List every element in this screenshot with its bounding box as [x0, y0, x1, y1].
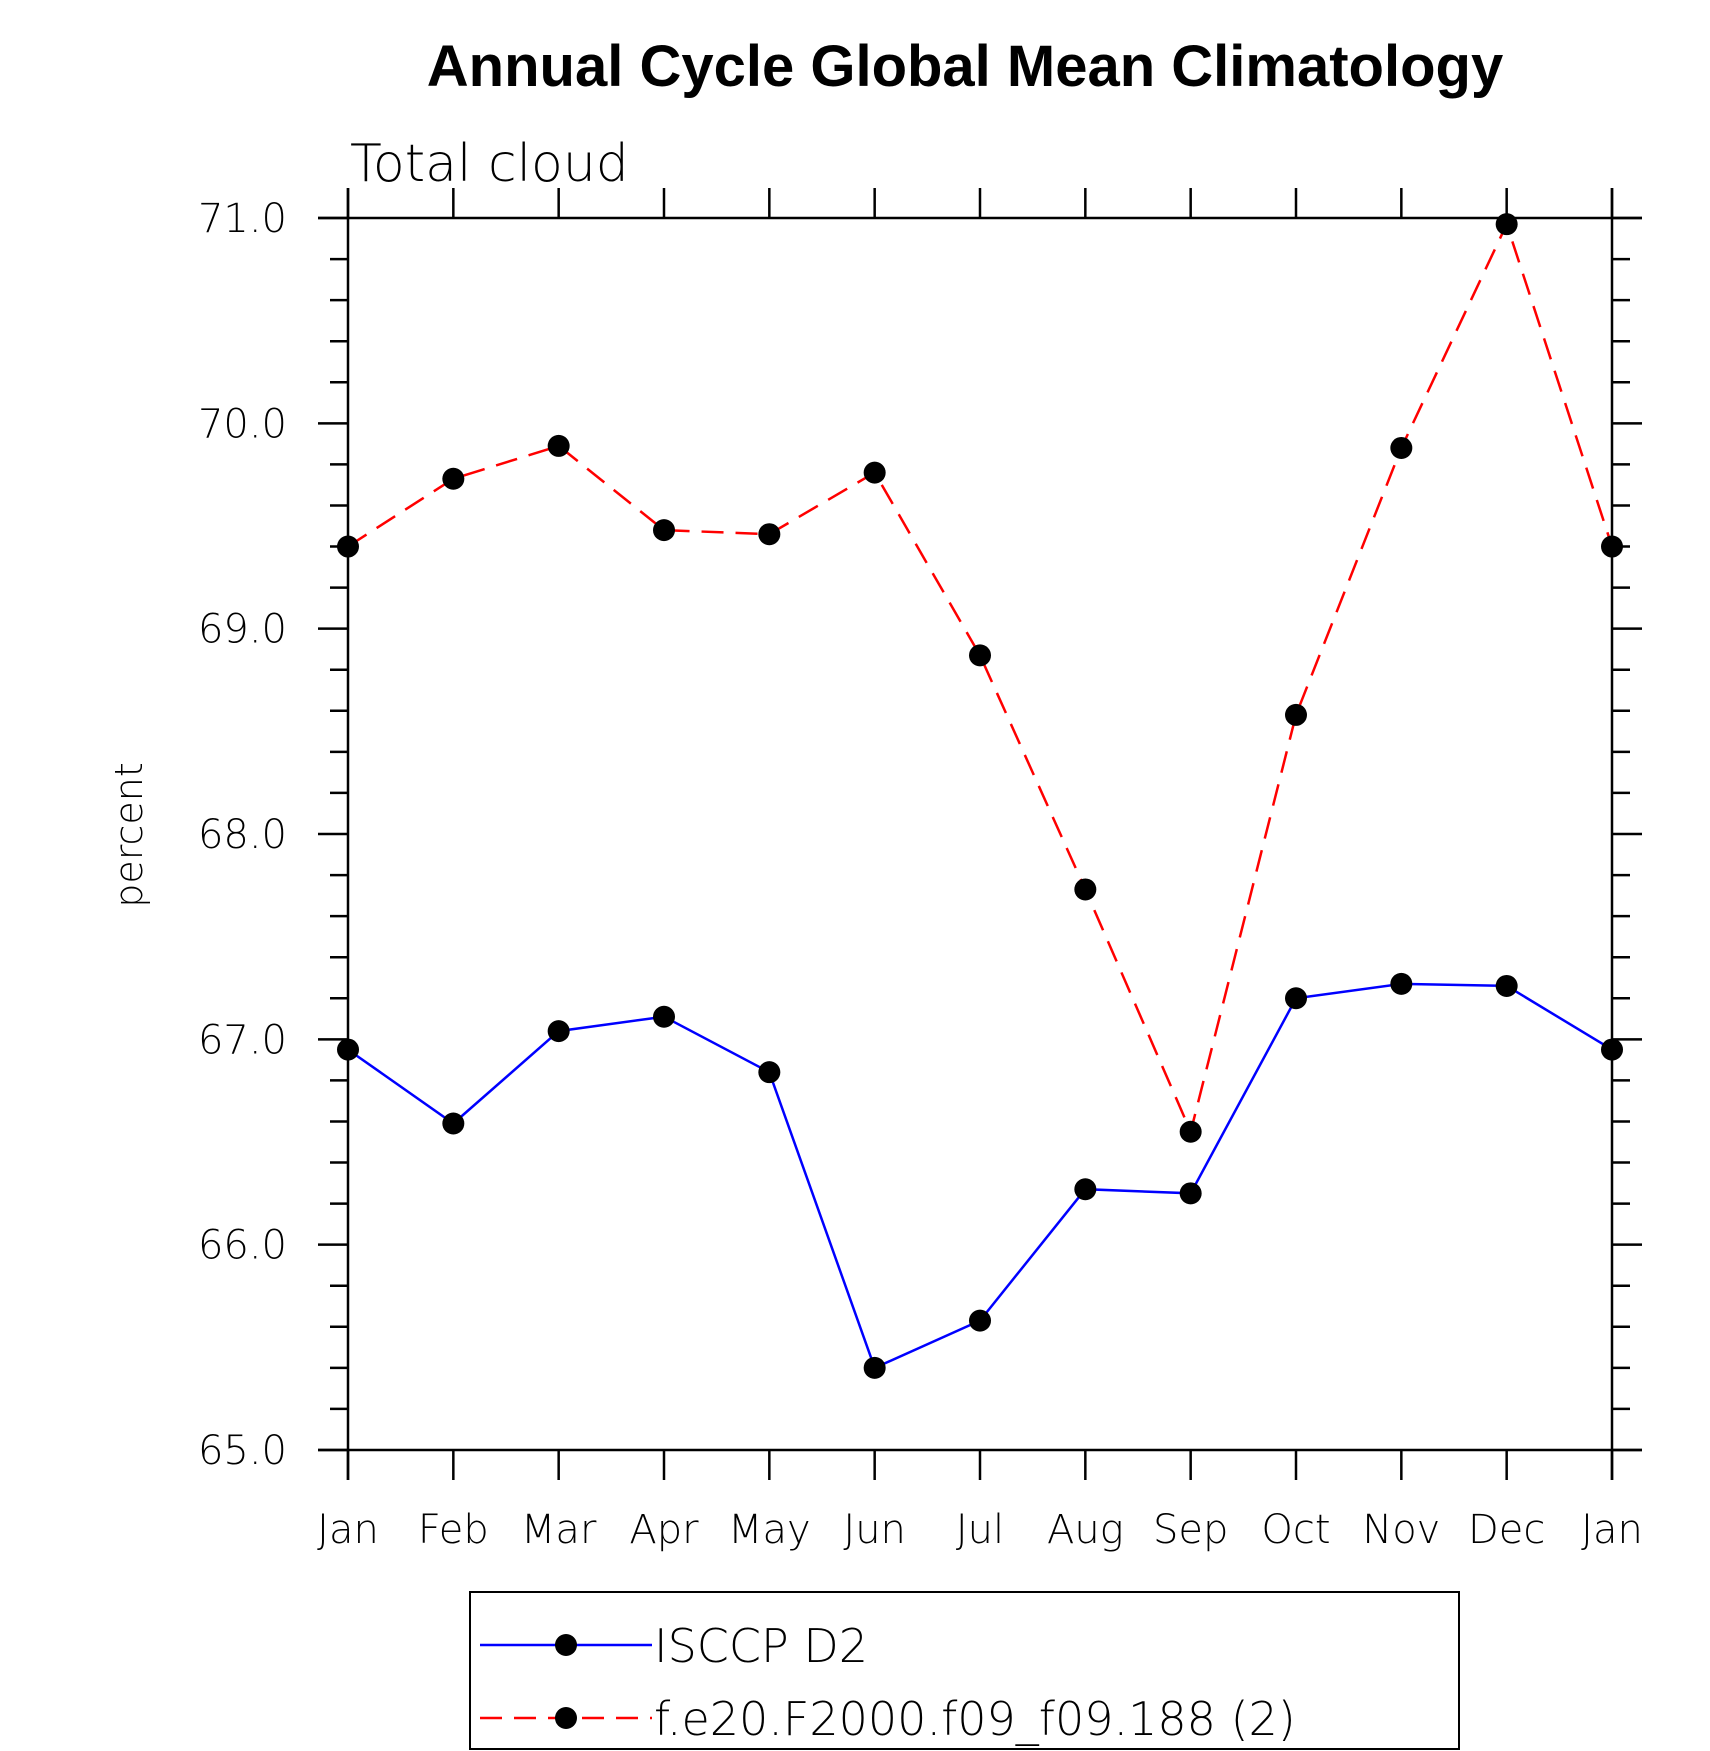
x-tick-label: Feb: [418, 1507, 489, 1553]
x-tick-label: Oct: [1261, 1507, 1330, 1553]
legend-label: ISCCP D2: [654, 1619, 868, 1673]
legend-box: [469, 1591, 1460, 1750]
data-point: [863, 461, 886, 484]
data-point: [1601, 535, 1623, 558]
series-2: [337, 213, 1623, 1143]
y-axis-label: percent: [107, 762, 151, 908]
x-tick-label: Jun: [843, 1507, 906, 1553]
data-point: [863, 1356, 886, 1379]
data-point: [337, 1038, 359, 1061]
series-line: [347, 220, 1614, 1136]
data-point: [1495, 213, 1518, 236]
y-tick-label: 66.0: [198, 1223, 287, 1269]
x-tick-label: Nov: [1362, 1507, 1440, 1553]
data-point: [1495, 974, 1518, 997]
x-tick-label: Dec: [1468, 1507, 1545, 1553]
y-tick-label: 71.0: [198, 196, 287, 242]
y-tick-label: 70.0: [198, 401, 287, 447]
x-tick-label: Jan: [1581, 1507, 1643, 1553]
x-tick-label: Apr: [629, 1507, 699, 1553]
data-point: [1390, 972, 1413, 995]
data-point: [442, 1112, 465, 1135]
legend-item-2: f.e20.F2000.f09_f09.188 (2): [480, 1692, 1296, 1746]
x-tick-label: Aug: [1047, 1507, 1124, 1553]
chart-title: Annual Cycle Global Mean Climatology: [427, 34, 1503, 99]
data-point: [758, 1061, 781, 1084]
x-tick-label: May: [728, 1507, 811, 1553]
x-tick-label: Jul: [956, 1507, 1004, 1553]
data-point: [547, 434, 570, 457]
legend-item-1: ISCCP D2: [480, 1619, 868, 1673]
data-point: [442, 467, 465, 490]
tick-labels: 65.0 66.0 67.0 68.0 69.0 70.0 71.0 Jan Feb Mar Apr…: [198, 196, 1643, 1553]
y-tick-label: 65.0: [198, 1428, 287, 1474]
data-point: [1179, 1120, 1202, 1143]
data-point: [758, 523, 781, 546]
data-point: [1074, 878, 1097, 901]
data-point: [969, 1309, 991, 1332]
data-point: [337, 535, 359, 558]
legend-marker: [555, 1634, 577, 1656]
data-point: [1390, 436, 1413, 459]
x-tick-label: Jan: [317, 1507, 379, 1553]
axes-frame: [318, 188, 1642, 1480]
data-point: [1601, 1038, 1623, 1061]
legend-marker: [555, 1707, 577, 1729]
y-tick-label: 69.0: [198, 607, 287, 653]
y-tick-label: 67.0: [198, 1017, 287, 1063]
chart-subtitle: Total cloud: [350, 134, 629, 194]
legend: ISCCP D2 f.e20.F2000.f09_f09.188 (2): [469, 1591, 1460, 1750]
data-point: [1285, 987, 1307, 1010]
data-point: [1074, 1178, 1097, 1201]
data-point: [653, 1005, 675, 1028]
data-point: [547, 1020, 570, 1043]
data-point: [653, 519, 675, 542]
series-1: [337, 972, 1623, 1379]
data-point: [1179, 1182, 1202, 1205]
data-point: [969, 644, 991, 667]
x-tick-label: Mar: [521, 1507, 597, 1553]
legend-label: f.e20.F2000.f09_f09.188 (2): [654, 1692, 1296, 1746]
data-point: [1285, 703, 1307, 726]
y-tick-label: 68.0: [198, 812, 287, 858]
plot-area: [337, 213, 1623, 1379]
x-tick-label: Sep: [1153, 1507, 1228, 1553]
